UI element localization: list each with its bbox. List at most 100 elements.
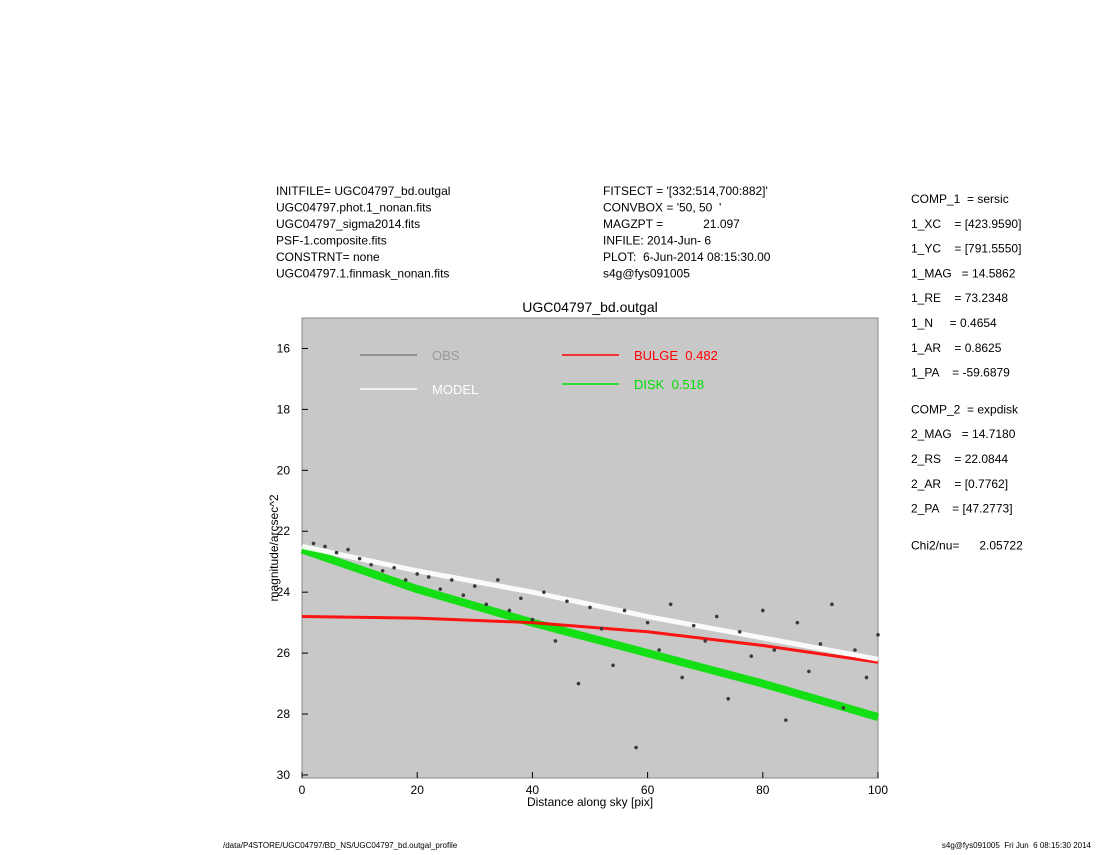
obs-point [415,572,420,576]
y-tick-label: 28 [277,707,291,721]
header-middle-line: CONVBOX = '50, 50 ' [603,201,721,215]
obs-point [426,575,431,579]
obs-point [473,584,477,588]
obs-point [553,639,558,643]
x-axis-label: Distance along sky [pix] [527,795,653,809]
obs-point [841,706,846,710]
obs-point [761,608,765,613]
footer-right: s4g@fys091005 Fri Jun 6 08:15:30 2014 [942,841,1092,850]
y-tick-label: 18 [277,402,291,416]
parameter: 1_AR = 0.8625 [911,341,1002,355]
obs-point [714,614,719,619]
y-tick-label: 30 [277,768,291,782]
obs-point [691,623,696,628]
obs-point [864,675,869,680]
obs-point [403,578,408,582]
y-axis-label: magnitude/arcsec^2 [267,494,281,601]
parameter: 2_PA = [47.2773] [911,502,1013,516]
legend-label: MODEL [432,382,478,397]
y-tick-label: 26 [277,646,291,660]
obs-point [599,626,604,631]
obs-point [818,642,823,646]
obs-point [634,745,638,750]
y-tick-label: 24 [277,585,291,599]
header-left-line: UGC04797.phot.1_nonan.fits [276,201,431,215]
obs-point [346,547,350,552]
header-left-line: PSF-1.composite.fits [276,234,387,248]
obs-point [830,602,834,607]
header-middle-line: INFILE: 2014-Jun- 6 [603,234,711,248]
obs-point [369,562,373,567]
legend-label: OBS [432,348,460,363]
parameter: 2_MAG = 14.7180 [911,427,1016,441]
parameter: 1_MAG = 14.5862 [911,266,1016,280]
obs-point [657,648,661,652]
obs-point [772,648,777,652]
legend-label: BULGE 0.482 [634,348,718,363]
y-tick-label: 16 [277,341,291,355]
parameter: 2_RS = 22.0844 [911,452,1008,466]
x-tick-label: 100 [868,783,888,797]
header-left-line: INITFILE= UGC04797_bd.outgal [276,184,450,198]
parameter: 2_AR = [0.7762] [911,477,1008,491]
obs-point [519,596,523,601]
parameter: 1_XC = [423.9590] [911,217,1021,231]
obs-point [853,648,857,652]
obs-point [645,620,650,625]
obs-point [611,663,615,668]
obs-point [784,718,788,722]
header-middle-line: s4g@fys091005 [603,267,690,281]
obs-point [530,617,535,622]
profile-line [300,545,880,721]
header-middle-line: MAGZPT = 21.097 [603,217,740,231]
x-tick-label: 0 [299,783,306,797]
obs-point [357,556,362,561]
obs-point [703,639,707,643]
obs-point [380,569,385,573]
profile-line [301,544,879,662]
obs-point [449,578,454,582]
obs-point [737,629,742,634]
obs-point [311,541,316,546]
header-middle-line: PLOT: 6-Jun-2014 08:15:30.00 [603,250,771,264]
obs-point [795,620,800,625]
header-left-line: UGC04797.1.finmask_nonan.fits [276,267,449,281]
parameter: 1_N = 0.4654 [911,316,997,330]
obs-point [876,633,880,637]
x-tick-label: 80 [756,783,770,797]
obs-point [565,599,569,604]
obs-point [334,550,339,555]
obs-point [749,654,754,658]
parameter: 1_PA = -59.6879 [911,366,1010,380]
obs-point [323,544,327,549]
obs-point [807,669,811,674]
obs-point [461,593,466,598]
profile-line [301,615,879,664]
parameter: Chi2/nu= 2.05722 [911,538,1023,552]
header-left-line: UGC04797_sigma2014.fits [276,217,420,231]
x-tick-label: 20 [411,783,425,797]
chart-title: UGC04797_bd.outgal [522,299,657,315]
obs-point [588,605,592,610]
header-left-line: CONSTRNT= none [276,250,380,264]
plot-area [301,317,879,779]
y-tick-label: 20 [277,463,291,477]
header-middle-line: FITSECT = '[332:514,700:882]' [603,184,768,198]
obs-point [622,608,627,613]
obs-point [507,608,512,613]
parameter: 1_RE = 73.2348 [911,291,1008,305]
parameter: COMP_1 = sersic [911,192,1009,206]
obs-point [576,681,581,686]
legend-label: DISK 0.518 [634,377,704,392]
x-tick-label: 40 [526,783,540,797]
obs-point [680,675,684,680]
obs-point [484,602,489,607]
y-tick-label: 22 [277,524,291,538]
parameter: 1_YC = [791.5550] [911,242,1021,256]
parameter: COMP_2 = expdisk [911,402,1019,416]
obs-point [438,587,443,591]
x-tick-label: 60 [641,783,655,797]
obs-point [668,602,673,607]
footer-left: /data/P4STORE/UGC04797/BD_NS/UGC04797_bd… [223,841,458,850]
